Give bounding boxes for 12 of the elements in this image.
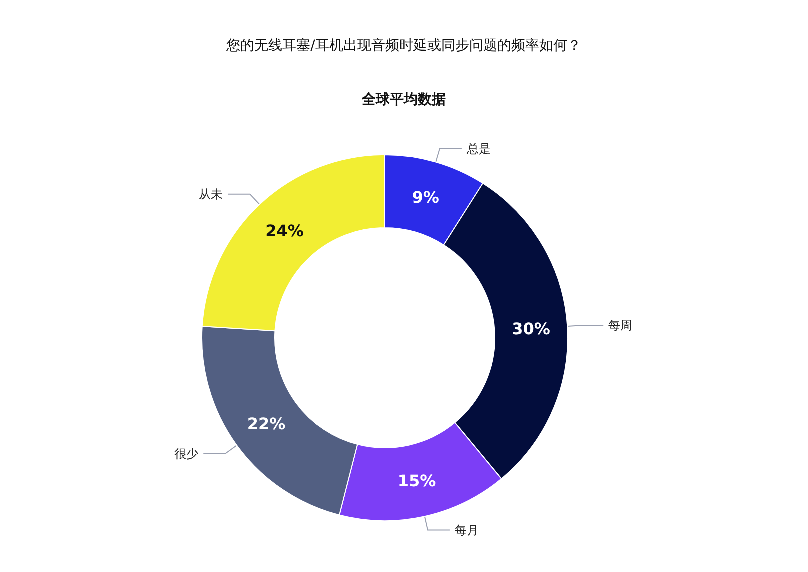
data-label: 24% <box>266 222 304 241</box>
slice-label: 总是 <box>466 142 491 156</box>
chart-title: 您的无线耳塞/耳机出现音频时延或同步问题的频率如何？ <box>226 38 582 54</box>
slice-label: 很少 <box>174 446 199 461</box>
data-label: 15% <box>398 471 436 490</box>
slice-label: 从未 <box>199 187 224 202</box>
slice-label: 每周 <box>608 318 633 333</box>
data-label: 22% <box>247 414 286 434</box>
data-label: 30% <box>512 319 550 338</box>
chart-subtitle: 全球平均数据 <box>361 92 446 108</box>
data-label: 9% <box>412 188 440 207</box>
slice-label: 每月 <box>454 523 479 538</box>
